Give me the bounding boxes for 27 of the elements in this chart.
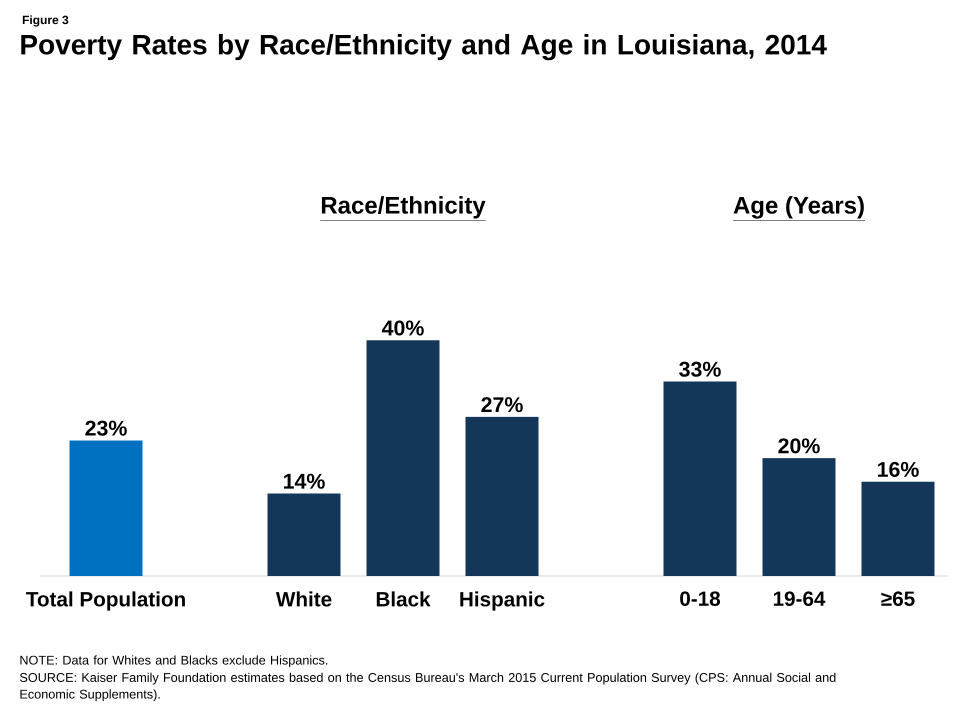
bar <box>70 440 143 576</box>
x-tick-label: Total Population <box>26 591 185 611</box>
bar <box>366 340 440 576</box>
data-label: 33% <box>679 362 721 377</box>
data-label: 20% <box>778 438 820 454</box>
chart-title: Poverty Rates by Race/Ethnicity and Age in Louisiana, 2014 <box>21 34 827 60</box>
data-label: 27% <box>481 397 523 412</box>
x-tick-label: Black <box>376 591 431 607</box>
x-tick-label: 19-64 <box>774 591 826 606</box>
x-tick-label: 0-18 <box>680 591 720 606</box>
bar <box>762 458 836 576</box>
bar <box>663 382 736 576</box>
text: NOTE: Data for Whites and Blacks exclude Hispanics. <box>20 655 328 668</box>
caption: Figure 3 <box>22 15 68 27</box>
x-tick-label: White <box>276 591 332 607</box>
x-tick-label: Hispanic <box>460 591 544 611</box>
bar <box>466 416 538 576</box>
bar <box>862 482 934 576</box>
source-note: SOURCE: Kaiser Family Foundation estimates based on the Census Bureau's March 2015 Current Population Survey (CPS: Annual Social and Economic Supplements). <box>20 672 836 702</box>
x-tick-label: ≥65 <box>881 591 915 606</box>
data-label: 40% <box>382 320 424 336</box>
data-label: 14% <box>284 474 325 489</box>
data-label: 16% <box>878 462 919 477</box>
bar <box>268 493 341 576</box>
data-label: 23% <box>85 420 127 436</box>
text: Age (Years) <box>734 196 864 219</box>
text: Race/Ethnicity <box>322 196 486 219</box>
